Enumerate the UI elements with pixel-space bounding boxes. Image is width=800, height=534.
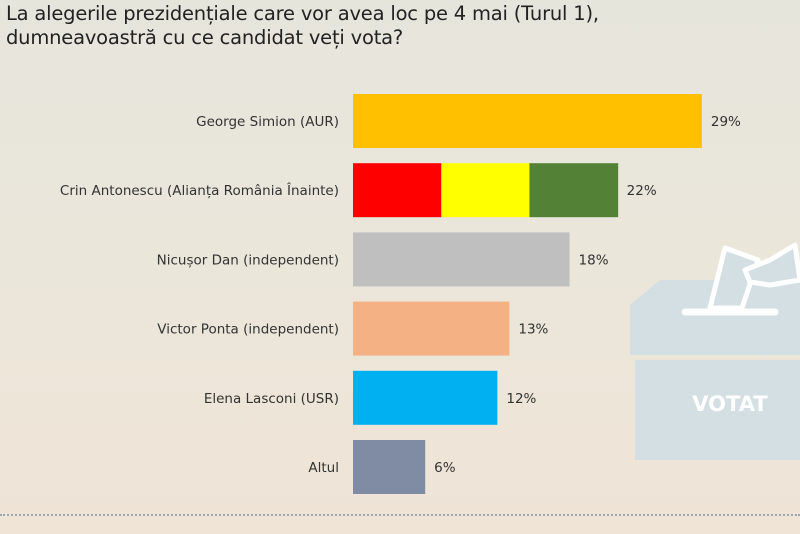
ballot-label: VOTAT [692, 392, 768, 416]
bar-group [353, 94, 702, 148]
bar-group [353, 301, 510, 356]
bar [353, 301, 510, 356]
bar-group [353, 163, 619, 218]
category-label: Elena Lasconi (USR) [204, 391, 339, 407]
value-label: 13% [518, 322, 548, 338]
value-label: 12% [506, 391, 536, 407]
bar-group [353, 370, 498, 425]
value-label: 6% [434, 460, 456, 476]
bar-segment [529, 163, 619, 218]
chart-title: La alegerile prezidențiale care vor avea… [6, 2, 599, 50]
category-label: Altul [308, 460, 339, 476]
category-label: Victor Ponta (independent) [157, 322, 339, 338]
bar-segment [353, 163, 442, 218]
bar-segment [441, 163, 530, 218]
title-line-1: La alegerile prezidențiale care vor avea… [6, 2, 599, 25]
bar [353, 94, 702, 148]
value-label: 22% [627, 183, 657, 199]
bar-group [353, 440, 426, 494]
bar [353, 440, 426, 494]
value-label: 18% [579, 252, 609, 268]
ballot-box-icon: VOTAT [630, 242, 800, 460]
divider [0, 514, 800, 516]
title-line-2: dumneavoastră cu ce candidat veți vota? [6, 26, 404, 49]
category-label: Crin Antonescu (Alianța România Înainte) [60, 181, 339, 199]
bar [353, 370, 498, 425]
value-label: 29% [711, 114, 741, 130]
bar [353, 232, 570, 287]
category-label: George Simion (AUR) [196, 114, 339, 130]
category-label: Nicușor Dan (independent) [157, 252, 339, 268]
bar-group [353, 232, 570, 287]
